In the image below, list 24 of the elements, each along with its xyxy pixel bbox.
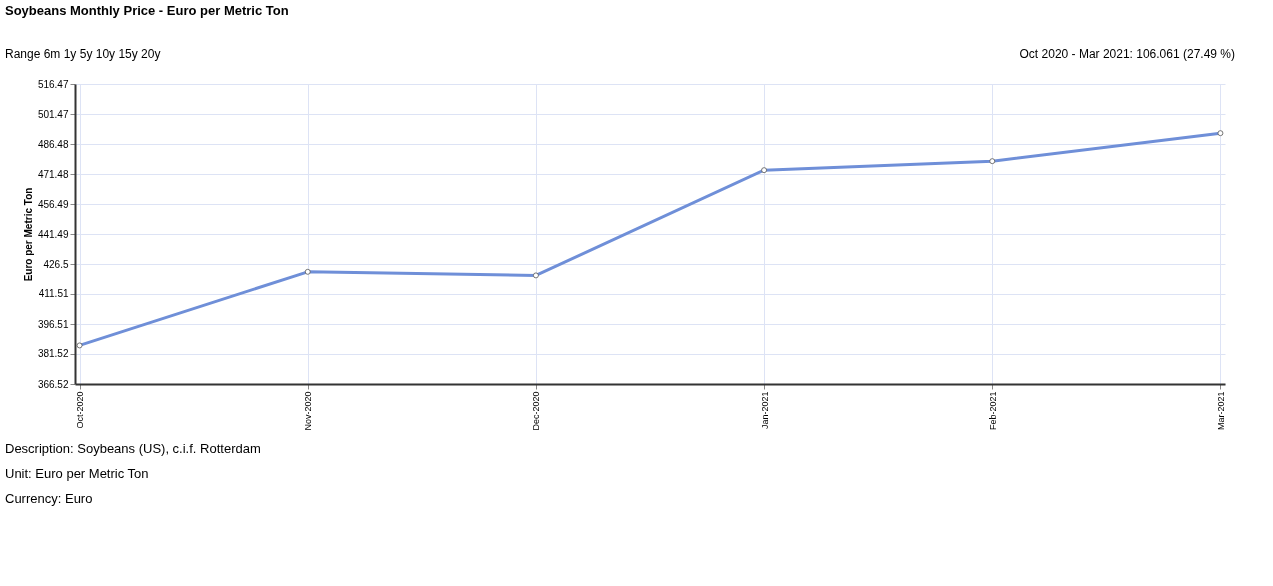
- y-tick-label: 486.48: [37, 138, 69, 150]
- text: Description: Soybeans (US), c.i.f. Rotterdam: [5, 440, 261, 456]
- y-tick-label: 516.47: [37, 78, 69, 90]
- y-tick-label: 441.49: [37, 228, 69, 240]
- x-tick-label: Oct-2020: [75, 391, 86, 429]
- x-tick-label: Mar-2021: [1215, 391, 1226, 431]
- y-tick-label: 381.52: [37, 348, 69, 360]
- y-tick-label: 396.51: [37, 318, 69, 330]
- x-tick-label: Jan-2021: [759, 391, 770, 430]
- y-tick-label: 456.49: [37, 198, 69, 210]
- x-tick-label: Dec-2020: [531, 391, 542, 431]
- y-tick-label: 501.47: [37, 108, 69, 120]
- text: Oct 2020 - Mar 2021: 106.061 (27.49 %): [1019, 47, 1235, 61]
- y-axis-title: Euro per Metric Ton: [22, 187, 34, 282]
- chart-title: Soybeans Monthly Price - Euro per Metric Ton: [5, 3, 289, 18]
- x-tick-label: Nov-2020: [303, 391, 314, 431]
- y-tick-label: 426.5: [43, 258, 69, 270]
- text: Unit: Euro per Metric Ton: [5, 465, 149, 481]
- y-tick-label: 411.51: [38, 288, 69, 300]
- text: Currency: Euro: [5, 490, 93, 506]
- x-tick-label: Feb-2021: [987, 391, 998, 431]
- y-tick-label: 366.52: [37, 378, 69, 390]
- y-tick-label: 471.48: [37, 168, 69, 180]
- text: Range 6m 1y 5y 10y 15y 20y: [5, 47, 161, 61]
